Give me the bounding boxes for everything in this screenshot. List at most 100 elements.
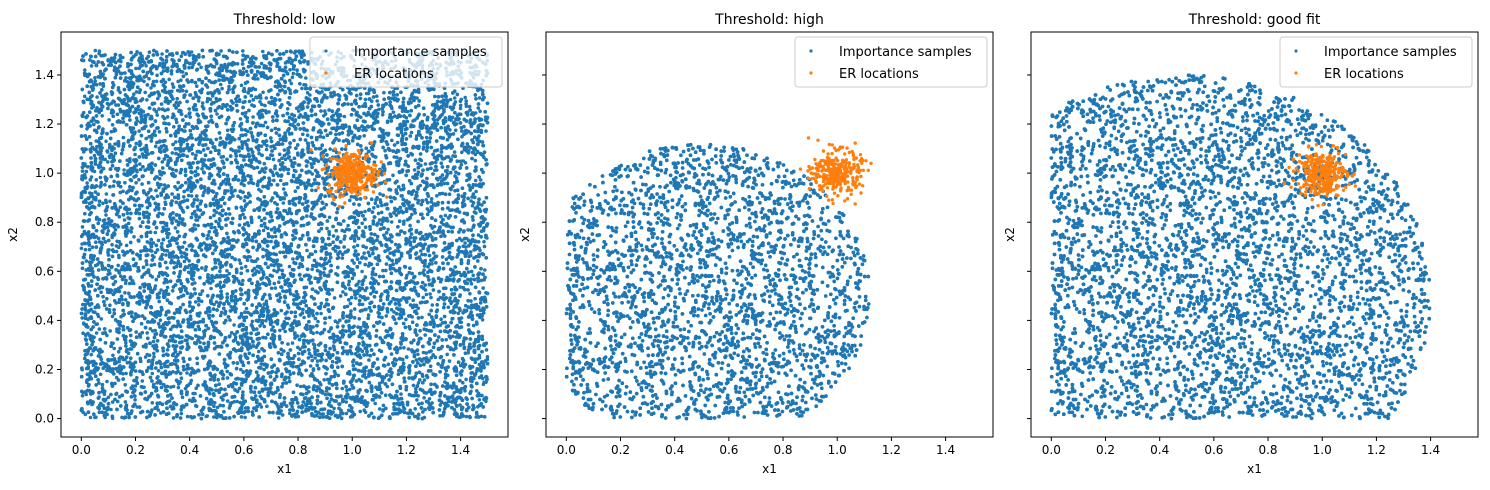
importance-sample-point (440, 173, 445, 177)
importance-sample-point (156, 238, 161, 243)
importance-sample-point (197, 62, 201, 66)
importance-sample-point (135, 375, 139, 380)
importance-sample-point (313, 356, 317, 360)
importance-sample-point (477, 398, 482, 402)
importance-sample-point (458, 99, 463, 104)
importance-sample-point (105, 296, 109, 301)
importance-sample-point (238, 153, 243, 158)
importance-sample-point (125, 211, 130, 216)
importance-sample-point (218, 218, 222, 223)
importance-sample-point (356, 325, 360, 329)
importance-sample-point (201, 193, 205, 198)
importance-sample-point (208, 215, 213, 220)
importance-sample-point (169, 260, 173, 265)
importance-sample-point (109, 407, 113, 412)
importance-sample-point (138, 162, 142, 166)
importance-sample-point (236, 194, 240, 198)
importance-sample-point (172, 103, 177, 108)
importance-sample-point (284, 49, 289, 54)
importance-sample-point (395, 140, 400, 145)
importance-sample-point (179, 54, 184, 58)
importance-sample-point (294, 289, 299, 294)
importance-sample-point (168, 279, 173, 284)
importance-sample-point (300, 410, 305, 414)
importance-sample-point (249, 93, 254, 98)
importance-sample-point (349, 309, 353, 313)
importance-sample-point (329, 91, 333, 95)
importance-sample-point (405, 273, 409, 278)
importance-sample-point (419, 249, 423, 253)
importance-sample-point (346, 223, 350, 228)
importance-sample-point (228, 318, 232, 322)
importance-sample-point (245, 258, 250, 263)
importance-sample-point (218, 136, 223, 140)
importance-sample-point (261, 228, 266, 233)
importance-sample-point (112, 346, 116, 351)
importance-sample-point (369, 292, 373, 296)
importance-sample-point (267, 110, 271, 114)
importance-sample-point (123, 400, 128, 404)
importance-sample-point (427, 312, 432, 317)
importance-sample-point (308, 93, 312, 97)
importance-sample-point (289, 50, 294, 54)
importance-sample-point (325, 226, 329, 231)
importance-sample-point (149, 366, 154, 371)
importance-sample-point (397, 243, 401, 247)
importance-sample-point (196, 303, 201, 307)
importance-sample-point (232, 323, 236, 327)
importance-sample-point (414, 251, 419, 255)
importance-sample-point (294, 89, 299, 94)
importance-sample-point (139, 321, 144, 326)
importance-sample-point (243, 291, 248, 295)
importance-sample-point (96, 268, 101, 272)
importance-sample-point (134, 181, 138, 185)
importance-sample-point (264, 318, 268, 323)
importance-sample-point (150, 401, 155, 405)
importance-sample-point (150, 275, 155, 279)
importance-sample-point (126, 221, 131, 226)
importance-sample-point (458, 103, 463, 108)
importance-sample-point (208, 377, 213, 382)
importance-sample-point (377, 384, 382, 389)
importance-sample-point (209, 319, 214, 324)
importance-sample-point (257, 208, 262, 213)
importance-sample-point (363, 209, 367, 214)
importance-sample-point (439, 143, 444, 148)
importance-sample-point (376, 204, 380, 208)
importance-sample-point (321, 135, 326, 140)
importance-sample-point (450, 115, 455, 120)
importance-sample-point (346, 129, 351, 133)
importance-sample-point (360, 221, 365, 226)
importance-sample-point (189, 189, 193, 193)
importance-sample-point (97, 327, 102, 331)
importance-sample-point (386, 227, 390, 232)
importance-sample-point (242, 199, 247, 203)
importance-sample-point (184, 114, 188, 118)
importance-sample-point (195, 67, 200, 72)
importance-sample-point (397, 368, 401, 373)
importance-sample-point (94, 240, 98, 244)
importance-sample-point (424, 135, 429, 140)
importance-sample-point (327, 259, 332, 264)
importance-sample-point (304, 76, 308, 80)
importance-sample-point (93, 190, 98, 194)
importance-sample-point (95, 312, 100, 317)
importance-sample-point (278, 337, 282, 341)
importance-sample-point (446, 229, 451, 234)
importance-sample-point (331, 344, 336, 348)
importance-sample-point (341, 324, 345, 329)
importance-sample-point (478, 109, 482, 114)
importance-sample-point (402, 346, 406, 350)
importance-sample-point (251, 115, 255, 119)
importance-sample-point (95, 95, 99, 99)
importance-sample-point (363, 262, 368, 267)
importance-sample-point (259, 61, 264, 66)
importance-sample-point (227, 84, 231, 89)
importance-sample-point (164, 253, 168, 257)
importance-sample-point (172, 125, 176, 129)
importance-sample-point (181, 367, 186, 372)
importance-sample-point (479, 414, 484, 419)
importance-sample-point (193, 169, 198, 174)
importance-sample-point (169, 385, 173, 389)
